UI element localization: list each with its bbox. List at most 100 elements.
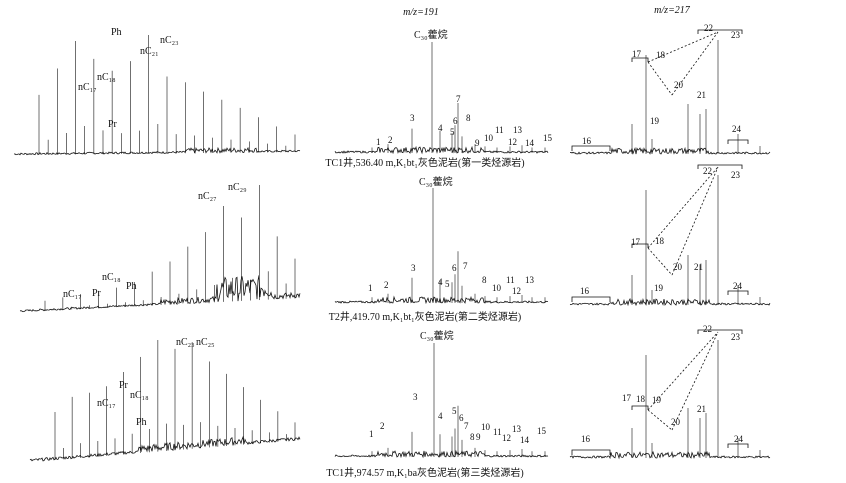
hopane-peak-13: 13	[513, 125, 523, 135]
hopane-trace-row2	[334, 188, 549, 305]
hopane-peak-15: 15	[537, 426, 547, 436]
row-1: Ph nC₂₃ nC₂₁ nC₁₈ nC₁₇ Pr C₃₀藿烷 1 234 5678…	[13, 23, 771, 169]
sterane-trace-row2	[569, 164, 771, 307]
sterane-peak-16: 16	[582, 136, 592, 146]
hopane-peak-15: 15	[543, 133, 553, 143]
hopane-peak-3: 3	[410, 113, 415, 123]
ster3-baseline	[569, 450, 771, 460]
sterane-peak-20: 20	[671, 417, 681, 427]
hopane-peak-7: 7	[464, 421, 469, 431]
gc-label-nc18: nC₁₈	[97, 72, 116, 83]
hopane-peak-11: 11	[495, 125, 504, 135]
hopane-peak-5: 5	[445, 279, 450, 289]
sterane-peak-16: 16	[581, 434, 591, 444]
sterane-peak-20: 20	[674, 80, 684, 90]
sterane-peak-21: 21	[697, 404, 706, 414]
gc-label-nc23: nC₂₃	[176, 337, 195, 348]
hopane-peak-4: 4	[438, 123, 443, 133]
hop1-baseline	[334, 145, 549, 155]
hopane-peak-9: 9	[475, 138, 480, 148]
gc3-baseline	[29, 435, 301, 462]
sterane-trace-row1	[569, 29, 771, 155]
hopane-peak-2: 2	[380, 421, 385, 431]
hop3-baseline	[334, 449, 549, 459]
hopane-peak-9: 9	[476, 432, 481, 442]
hopane-trace-row1	[334, 42, 549, 155]
sterane-peak-22: 22	[703, 166, 712, 176]
hopane-peak-13: 13	[512, 424, 522, 434]
sterane-peak-16: 16	[580, 286, 590, 296]
hopane-peak-1: 1	[368, 283, 373, 293]
gc-label-nc21: nC₂₁	[140, 46, 159, 57]
hopane-peak-1: 1	[369, 429, 374, 439]
hopane-peak-3: 3	[411, 263, 416, 273]
gc-trace-row2	[19, 185, 301, 313]
hopane-peak-3: 3	[413, 392, 418, 402]
sterane-peak-18: 18	[656, 50, 666, 60]
gc-label-ph: Ph	[126, 281, 137, 292]
hopane-peak-7: 7	[463, 261, 468, 271]
gc-trace-row3	[29, 340, 301, 462]
sterane-peak-19: 19	[650, 116, 660, 126]
gc-label-nc18: nC₁₈	[102, 272, 121, 283]
sterane-peak-17: 17	[631, 237, 641, 247]
gc-label-nc17: nC₁₇	[63, 289, 82, 300]
hopane-peak-11: 11	[506, 275, 515, 285]
hopane-peak-8: 8	[466, 113, 471, 123]
sterane-peak-21: 21	[694, 262, 703, 272]
sterane-peak-22: 22	[703, 324, 712, 334]
gc-trace-row1	[13, 35, 301, 156]
sterane-peak-23: 23	[731, 332, 741, 342]
gc1-baseline	[13, 146, 301, 156]
header-mz217: m/z=217	[654, 5, 691, 16]
hopane-peak-10: 10	[481, 422, 491, 432]
sterane-peak-23: 23	[731, 170, 741, 180]
gc-label-pr: Pr	[119, 380, 129, 391]
hopane-trace-row3	[334, 343, 549, 459]
sterane-trace-row3	[569, 329, 771, 460]
hopane-c30-label: C₃₀藿烷	[419, 175, 453, 188]
gc-label-pr: Pr	[92, 288, 102, 299]
sterane-bracket-17	[631, 405, 649, 410]
sterane-bracket-22	[697, 329, 743, 334]
sterane-bracket-24	[727, 139, 749, 144]
sterane-peak-22: 22	[704, 23, 713, 33]
hopane-peak-5: 5	[450, 127, 455, 137]
sterane-peak-numbers-row2: 16 17 18 19 20 21 22 23 24	[580, 166, 743, 296]
sterane-dashed-lines	[647, 166, 719, 276]
hopane-peak-10: 10	[492, 283, 502, 293]
ster1-baseline	[569, 146, 771, 155]
hopane-peak-5: 5	[452, 406, 457, 416]
gc-label-nc27: nC₂₇	[198, 191, 217, 202]
sterane-peak-18: 18	[636, 394, 646, 404]
hop2-baseline	[334, 295, 549, 305]
sterane-peak-21: 21	[697, 90, 706, 100]
sterane-peak-numbers-row1: 16 17 18 19 20 21 22 23 24	[582, 23, 742, 146]
hopane-peak-13: 13	[525, 275, 535, 285]
caption-row3: TC1井,974.57 m,K₁ba灰色泥岩(第三类烃源岩)	[326, 466, 523, 479]
hopane-peak-7: 7	[456, 94, 461, 104]
hopane-peak-11: 11	[493, 427, 502, 437]
hopane-peak-2: 2	[384, 280, 389, 290]
sterane-peak-numbers-row3: 16 17 18 19 20 21 22 23 24	[581, 324, 744, 444]
gc-label-ph: Ph	[111, 27, 122, 38]
sterane-peak-24: 24	[734, 434, 744, 444]
gc-label-nc18: nC₁₈	[130, 390, 149, 401]
sterane-bracket-17	[631, 57, 649, 62]
hopane-peak-12: 12	[502, 433, 511, 443]
hopane-peak-6: 6	[453, 116, 458, 126]
gc-label-ph: Ph	[136, 417, 147, 428]
caption-row1: TC1井,536.40 m,K₁bt₁灰色泥岩(第一类烃源岩)	[325, 156, 524, 169]
sterane-peak-19: 19	[654, 283, 664, 293]
sterane-bracket-24	[727, 443, 749, 448]
sterane-peak-23: 23	[731, 30, 741, 40]
sterane-bracket-16	[571, 145, 611, 151]
hopane-peak-1: 1	[376, 137, 381, 147]
hopane-peak-14: 14	[525, 138, 535, 148]
hopane-peak-8: 8	[470, 432, 475, 442]
sterane-peak-20: 20	[673, 262, 683, 272]
gc2-baseline	[19, 275, 301, 313]
